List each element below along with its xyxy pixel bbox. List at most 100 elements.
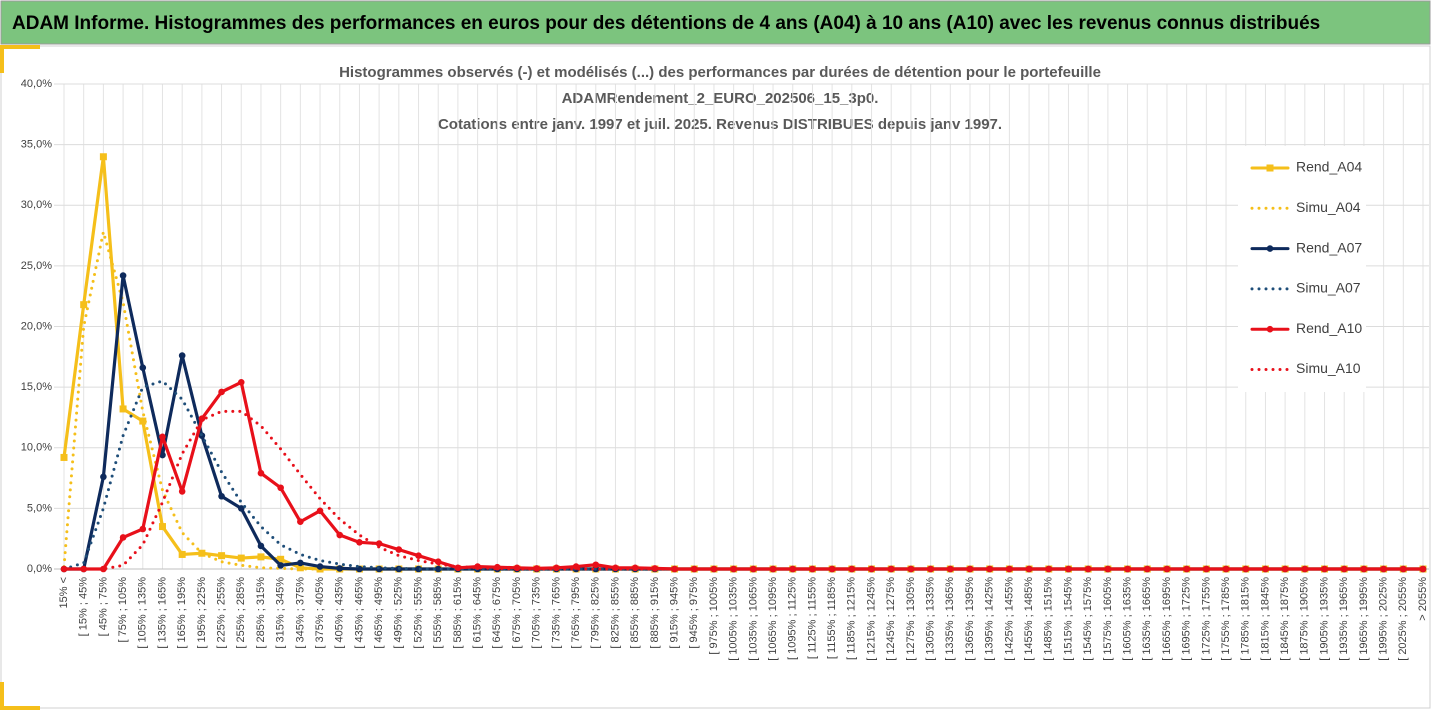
x-tick-label: [ 975% ; 1005% — [708, 577, 720, 655]
legend-box — [1238, 146, 1366, 392]
point — [1242, 565, 1250, 573]
x-tick-label: [ 555% ; 585% — [432, 577, 444, 649]
point — [60, 453, 68, 461]
model-line — [62, 230, 1425, 571]
x-tick-label: [ 795% ; 825% — [590, 577, 602, 649]
x-tick-label: [ 225% ; 255% — [215, 577, 227, 649]
observed-line — [62, 380, 1425, 571]
point — [887, 565, 895, 573]
chart-title: Histogrammes observés (-) et modélisés (… — [339, 64, 1101, 81]
x-tick-label: [ 465% ; 495% — [373, 577, 385, 649]
header-bar — [0, 0, 1431, 45]
point — [237, 554, 245, 562]
x-tick-label: [ 1575% ; 1605% — [1102, 577, 1114, 661]
point — [316, 563, 324, 570]
point — [434, 565, 442, 573]
point — [415, 565, 422, 573]
point — [296, 564, 304, 572]
y-tick-label: 0,0% — [27, 563, 52, 575]
point — [159, 433, 166, 441]
point — [809, 565, 816, 573]
x-tick-label: [ 525% ; 555% — [412, 577, 424, 649]
point — [277, 555, 285, 563]
x-tick-label: [ 345% ; 375% — [294, 577, 306, 649]
point — [316, 507, 324, 515]
point — [159, 451, 166, 459]
x-tick-label: [ 915% ; 945% — [668, 577, 680, 649]
point — [178, 550, 186, 558]
x-tick-label: [ 1125% ; 1155% — [806, 577, 818, 659]
x-tick-label: [ 1695% ; 1725% — [1181, 577, 1193, 661]
point — [789, 565, 797, 573]
point — [80, 301, 88, 309]
x-tick-label: [ 1785% ; 1815% — [1240, 577, 1252, 661]
accent — [0, 682, 4, 710]
x-tick-label: [ 1185% ; 1215% — [846, 577, 858, 660]
point — [277, 562, 284, 569]
point — [100, 473, 107, 481]
point — [237, 378, 245, 386]
point — [375, 540, 383, 547]
point — [1419, 565, 1427, 573]
point — [1301, 565, 1309, 573]
point — [1104, 565, 1112, 573]
x-tick-label: [ 1005% ; 1035% — [728, 577, 740, 661]
y-tick-label: 30,0% — [21, 199, 52, 211]
x-tick-label: [ 1875% ; 1905% — [1299, 577, 1311, 661]
y-tick-label: 5,0% — [27, 502, 52, 514]
legend-label: Simu_A07 — [1296, 280, 1361, 296]
point — [592, 561, 600, 569]
x-tick-label: [ 105% ; 135% — [137, 577, 149, 649]
x-tick-label: [ 1275% ; 1305% — [905, 577, 917, 661]
point — [474, 563, 481, 570]
x-tick-label: [ 435% ; 465% — [353, 577, 365, 649]
point — [1006, 565, 1013, 573]
x-tick-label: [ 15% ; 45% — [78, 577, 90, 637]
point — [257, 553, 265, 561]
x-tick-label: 15% < — [58, 577, 70, 609]
x-tick-label: [ 1665% ; 1695% — [1161, 577, 1173, 661]
x-tick-label: [ 675% ; 705% — [511, 577, 523, 649]
x-tick-label: [ 585% ; 615% — [452, 577, 464, 649]
x-tick-label: [ 1035% ; 1065% — [747, 577, 759, 661]
point — [513, 564, 521, 572]
point — [395, 546, 403, 553]
x-tick-label: [ 255% ; 285% — [235, 577, 247, 649]
y-tick-label: 15,0% — [21, 381, 52, 393]
accent — [0, 706, 40, 710]
point — [907, 565, 915, 573]
x-tick-label: [ 75% ; 105% — [117, 577, 129, 643]
point — [1222, 565, 1230, 573]
point — [769, 565, 777, 573]
x-tick-label: [ 165% ; 195% — [176, 577, 188, 649]
x-tick-label: [ 315% ; 345% — [275, 577, 287, 649]
accent — [0, 45, 40, 49]
point — [1025, 565, 1033, 573]
x-tick-label: > 2055% — [1417, 577, 1429, 621]
legend-label: Rend_A04 — [1296, 159, 1362, 175]
x-tick-label: [ 2025% ; 2055% — [1397, 577, 1409, 661]
x-tick-label: [ 1065% ; 1095% — [767, 577, 779, 661]
point — [690, 565, 698, 573]
header-title: ADAM Informe. Histogrammes des performan… — [12, 13, 1320, 34]
legend-label: Rend_A07 — [1296, 239, 1362, 255]
x-tick-label: [ 1095% ; 1125% — [787, 577, 799, 660]
x-tick-label: [ 1425% ; 1455% — [1003, 577, 1015, 661]
point — [257, 469, 265, 477]
x-tick-label: [ 1815% ; 1845% — [1259, 577, 1271, 661]
point — [119, 405, 127, 413]
point — [1321, 565, 1328, 573]
point — [336, 565, 344, 572]
x-tick-label: [ 1305% ; 1335% — [925, 577, 937, 661]
legend-label: Simu_A10 — [1296, 360, 1361, 376]
legend-label: Rend_A10 — [1296, 320, 1362, 336]
point — [139, 364, 147, 372]
point — [927, 565, 934, 573]
x-tick-label: [ 1455% ; 1485% — [1023, 577, 1035, 661]
point — [277, 484, 284, 492]
point — [237, 505, 245, 512]
x-tick-label: [ 1995% ; 2025% — [1378, 577, 1390, 661]
x-tick-label: [ 1215% ; 1245% — [865, 577, 877, 661]
x-tick-label: [ 405% ; 435% — [334, 577, 346, 649]
